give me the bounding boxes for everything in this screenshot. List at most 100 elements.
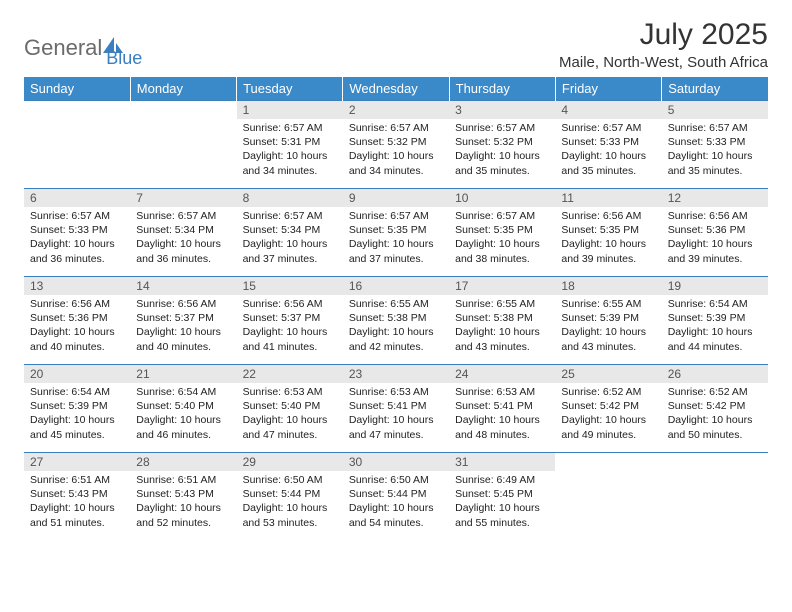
day-body: Sunrise: 6:57 AMSunset: 5:35 PMDaylight:… <box>449 207 555 270</box>
empty-cell: 0 <box>662 453 768 541</box>
day-body: Sunrise: 6:56 AMSunset: 5:36 PMDaylight:… <box>662 207 768 270</box>
day-cell: 10Sunrise: 6:57 AMSunset: 5:35 PMDayligh… <box>449 189 555 277</box>
empty-cell: 0 <box>130 101 236 189</box>
day-number: 31 <box>449 453 555 471</box>
day-cell: 30Sunrise: 6:50 AMSunset: 5:44 PMDayligh… <box>343 453 449 541</box>
day-number: 26 <box>662 365 768 383</box>
day-cell: 27Sunrise: 6:51 AMSunset: 5:43 PMDayligh… <box>24 453 130 541</box>
day-cell: 12Sunrise: 6:56 AMSunset: 5:36 PMDayligh… <box>662 189 768 277</box>
day-number: 14 <box>130 277 236 295</box>
weekday-header: Saturday <box>662 77 768 101</box>
day-cell: 1Sunrise: 6:57 AMSunset: 5:31 PMDaylight… <box>237 101 343 189</box>
day-cell: 7Sunrise: 6:57 AMSunset: 5:34 PMDaylight… <box>130 189 236 277</box>
day-cell: 5Sunrise: 6:57 AMSunset: 5:33 PMDaylight… <box>662 101 768 189</box>
weekday-header: Tuesday <box>237 77 343 101</box>
day-body: Sunrise: 6:53 AMSunset: 5:41 PMDaylight:… <box>449 383 555 446</box>
title-block: July 2025 Maile, North-West, South Afric… <box>559 18 768 71</box>
day-cell: 25Sunrise: 6:52 AMSunset: 5:42 PMDayligh… <box>555 365 661 453</box>
day-body: Sunrise: 6:56 AMSunset: 5:36 PMDaylight:… <box>24 295 130 358</box>
day-body: Sunrise: 6:56 AMSunset: 5:37 PMDaylight:… <box>130 295 236 358</box>
calendar-table: SundayMondayTuesdayWednesdayThursdayFrid… <box>24 77 768 541</box>
day-number: 22 <box>237 365 343 383</box>
day-number: 16 <box>343 277 449 295</box>
day-number: 30 <box>343 453 449 471</box>
day-number: 23 <box>343 365 449 383</box>
day-body: Sunrise: 6:55 AMSunset: 5:38 PMDaylight:… <box>449 295 555 358</box>
day-cell: 16Sunrise: 6:55 AMSunset: 5:38 PMDayligh… <box>343 277 449 365</box>
day-number: 1 <box>237 101 343 119</box>
day-number: 15 <box>237 277 343 295</box>
day-cell: 14Sunrise: 6:56 AMSunset: 5:37 PMDayligh… <box>130 277 236 365</box>
day-cell: 6Sunrise: 6:57 AMSunset: 5:33 PMDaylight… <box>24 189 130 277</box>
day-body: Sunrise: 6:57 AMSunset: 5:33 PMDaylight:… <box>24 207 130 270</box>
day-number: 5 <box>662 101 768 119</box>
day-body: Sunrise: 6:50 AMSunset: 5:44 PMDaylight:… <box>343 471 449 534</box>
logo-text-blue: Blue <box>106 48 142 69</box>
weekday-header: Monday <box>130 77 236 101</box>
day-cell: 2Sunrise: 6:57 AMSunset: 5:32 PMDaylight… <box>343 101 449 189</box>
day-body: Sunrise: 6:54 AMSunset: 5:39 PMDaylight:… <box>662 295 768 358</box>
week-row: 0 0 1Sunrise: 6:57 AMSunset: 5:31 PMDayl… <box>24 101 768 189</box>
weekday-header: Thursday <box>449 77 555 101</box>
day-cell: 23Sunrise: 6:53 AMSunset: 5:41 PMDayligh… <box>343 365 449 453</box>
day-number: 12 <box>662 189 768 207</box>
day-cell: 26Sunrise: 6:52 AMSunset: 5:42 PMDayligh… <box>662 365 768 453</box>
day-number: 9 <box>343 189 449 207</box>
day-number: 4 <box>555 101 661 119</box>
day-number: 17 <box>449 277 555 295</box>
day-number: 29 <box>237 453 343 471</box>
day-body: Sunrise: 6:57 AMSunset: 5:34 PMDaylight:… <box>237 207 343 270</box>
day-body: Sunrise: 6:52 AMSunset: 5:42 PMDaylight:… <box>662 383 768 446</box>
day-number: 20 <box>24 365 130 383</box>
week-row: 6Sunrise: 6:57 AMSunset: 5:33 PMDaylight… <box>24 189 768 277</box>
empty-cell: 0 <box>24 101 130 189</box>
day-body: Sunrise: 6:57 AMSunset: 5:35 PMDaylight:… <box>343 207 449 270</box>
day-number: 18 <box>555 277 661 295</box>
day-number: 19 <box>662 277 768 295</box>
day-cell: 15Sunrise: 6:56 AMSunset: 5:37 PMDayligh… <box>237 277 343 365</box>
weekday-header: Wednesday <box>343 77 449 101</box>
day-body: Sunrise: 6:53 AMSunset: 5:41 PMDaylight:… <box>343 383 449 446</box>
day-body: Sunrise: 6:52 AMSunset: 5:42 PMDaylight:… <box>555 383 661 446</box>
month-title: July 2025 <box>559 18 768 52</box>
day-number: 10 <box>449 189 555 207</box>
day-number: 28 <box>130 453 236 471</box>
day-number: 8 <box>237 189 343 207</box>
day-cell: 18Sunrise: 6:55 AMSunset: 5:39 PMDayligh… <box>555 277 661 365</box>
day-body: Sunrise: 6:57 AMSunset: 5:31 PMDaylight:… <box>237 119 343 182</box>
day-body: Sunrise: 6:56 AMSunset: 5:35 PMDaylight:… <box>555 207 661 270</box>
day-cell: 28Sunrise: 6:51 AMSunset: 5:43 PMDayligh… <box>130 453 236 541</box>
day-body: Sunrise: 6:51 AMSunset: 5:43 PMDaylight:… <box>130 471 236 534</box>
day-body: Sunrise: 6:57 AMSunset: 5:32 PMDaylight:… <box>449 119 555 182</box>
day-cell: 8Sunrise: 6:57 AMSunset: 5:34 PMDaylight… <box>237 189 343 277</box>
day-cell: 11Sunrise: 6:56 AMSunset: 5:35 PMDayligh… <box>555 189 661 277</box>
day-number: 24 <box>449 365 555 383</box>
day-body: Sunrise: 6:53 AMSunset: 5:40 PMDaylight:… <box>237 383 343 446</box>
weekday-header: Sunday <box>24 77 130 101</box>
day-cell: 9Sunrise: 6:57 AMSunset: 5:35 PMDaylight… <box>343 189 449 277</box>
day-number: 27 <box>24 453 130 471</box>
day-number: 25 <box>555 365 661 383</box>
logo-text-general: General <box>24 35 102 61</box>
day-cell: 20Sunrise: 6:54 AMSunset: 5:39 PMDayligh… <box>24 365 130 453</box>
day-body: Sunrise: 6:57 AMSunset: 5:33 PMDaylight:… <box>662 119 768 182</box>
location: Maile, North-West, South Africa <box>559 54 768 71</box>
day-cell: 31Sunrise: 6:49 AMSunset: 5:45 PMDayligh… <box>449 453 555 541</box>
day-cell: 17Sunrise: 6:55 AMSunset: 5:38 PMDayligh… <box>449 277 555 365</box>
day-cell: 4Sunrise: 6:57 AMSunset: 5:33 PMDaylight… <box>555 101 661 189</box>
day-body: Sunrise: 6:57 AMSunset: 5:32 PMDaylight:… <box>343 119 449 182</box>
day-number: 7 <box>130 189 236 207</box>
weekday-header: Friday <box>555 77 661 101</box>
day-body: Sunrise: 6:54 AMSunset: 5:39 PMDaylight:… <box>24 383 130 446</box>
day-body: Sunrise: 6:49 AMSunset: 5:45 PMDaylight:… <box>449 471 555 534</box>
day-number: 6 <box>24 189 130 207</box>
day-body: Sunrise: 6:56 AMSunset: 5:37 PMDaylight:… <box>237 295 343 358</box>
day-cell: 29Sunrise: 6:50 AMSunset: 5:44 PMDayligh… <box>237 453 343 541</box>
day-body: Sunrise: 6:54 AMSunset: 5:40 PMDaylight:… <box>130 383 236 446</box>
day-body: Sunrise: 6:51 AMSunset: 5:43 PMDaylight:… <box>24 471 130 534</box>
day-number: 3 <box>449 101 555 119</box>
day-number: 13 <box>24 277 130 295</box>
week-row: 20Sunrise: 6:54 AMSunset: 5:39 PMDayligh… <box>24 365 768 453</box>
day-cell: 24Sunrise: 6:53 AMSunset: 5:41 PMDayligh… <box>449 365 555 453</box>
day-cell: 3Sunrise: 6:57 AMSunset: 5:32 PMDaylight… <box>449 101 555 189</box>
